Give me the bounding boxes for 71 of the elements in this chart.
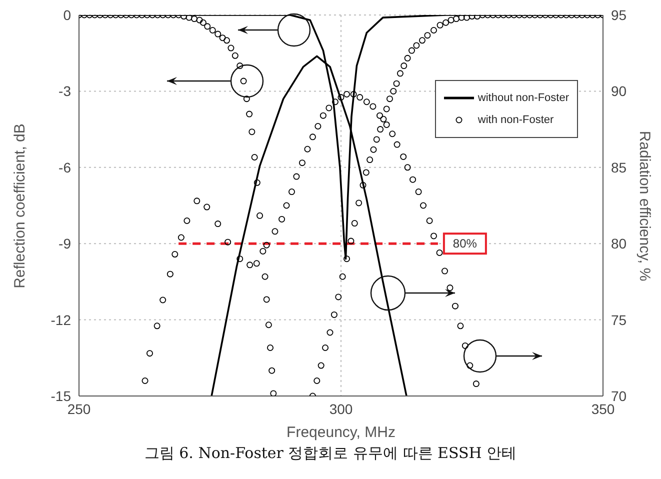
point: [383, 121, 390, 128]
point: [314, 123, 322, 130]
point: [332, 98, 338, 106]
point: [184, 217, 190, 224]
point: [400, 153, 407, 160]
point: [304, 146, 311, 152]
point: [236, 256, 244, 262]
point: [472, 380, 480, 388]
point: [430, 232, 437, 240]
point: [172, 251, 178, 258]
point: [466, 362, 474, 369]
y-tick-label: -12: [50, 312, 72, 328]
point: [288, 188, 295, 196]
point: [154, 322, 160, 330]
point: [278, 216, 286, 222]
point: [194, 198, 200, 204]
point: [376, 112, 384, 119]
y-tick-label: -6: [58, 159, 72, 176]
y-tick-label: -9: [58, 236, 72, 252]
point: [283, 202, 290, 209]
point: [309, 134, 316, 140]
point: [293, 173, 300, 180]
point: [146, 350, 153, 357]
point: [344, 91, 350, 98]
y2-tick-label: 90: [611, 83, 627, 100]
y2-axis-title: Radiation efficiency, %: [635, 130, 654, 282]
point: [446, 284, 454, 292]
point: [436, 249, 443, 256]
point: [338, 94, 344, 101]
point: [394, 141, 400, 148]
point: [178, 234, 184, 241]
point: [356, 94, 364, 101]
y-tick-label: 0: [63, 6, 72, 23]
point: [214, 220, 222, 228]
point: [420, 202, 427, 209]
point: [204, 204, 210, 210]
y2-tick-label: 85: [611, 159, 627, 176]
x-axis-title: Freqeuncy, MHz: [286, 424, 396, 442]
legend-label: without non-Foster: [478, 92, 569, 104]
y2-tick-label: 80: [611, 236, 627, 252]
point: [253, 260, 260, 267]
point: [350, 91, 357, 98]
point: [160, 296, 166, 304]
y2-tick-label: 95: [611, 6, 627, 23]
ref-line-label: 80%: [452, 236, 478, 251]
point: [410, 176, 416, 183]
y-axis-title: Reflection coefficient, dB: [11, 124, 29, 288]
y2-tick-label: 75: [611, 312, 627, 328]
legend-label: with non-Foster: [478, 114, 554, 126]
point: [404, 164, 411, 171]
point: [298, 160, 306, 166]
point: [263, 242, 270, 248]
point: [272, 228, 278, 235]
x-tick-label: 300: [329, 400, 353, 417]
point: [326, 104, 332, 112]
y-tick-label: -3: [58, 83, 72, 100]
point: [166, 270, 174, 278]
point: [370, 103, 376, 110]
point: [142, 378, 148, 384]
point: [452, 302, 458, 310]
caption: 그림 6. Non-Foster 정합회로 유무에 따른 ESSH 안테: [143, 444, 518, 463]
point: [363, 98, 370, 106]
point: [457, 322, 464, 330]
point: [320, 112, 326, 119]
point: [442, 268, 448, 274]
point: [415, 188, 422, 196]
point: [246, 262, 254, 268]
point: [224, 238, 232, 246]
point: [462, 342, 468, 349]
point: [426, 217, 433, 224]
point: [389, 130, 396, 138]
